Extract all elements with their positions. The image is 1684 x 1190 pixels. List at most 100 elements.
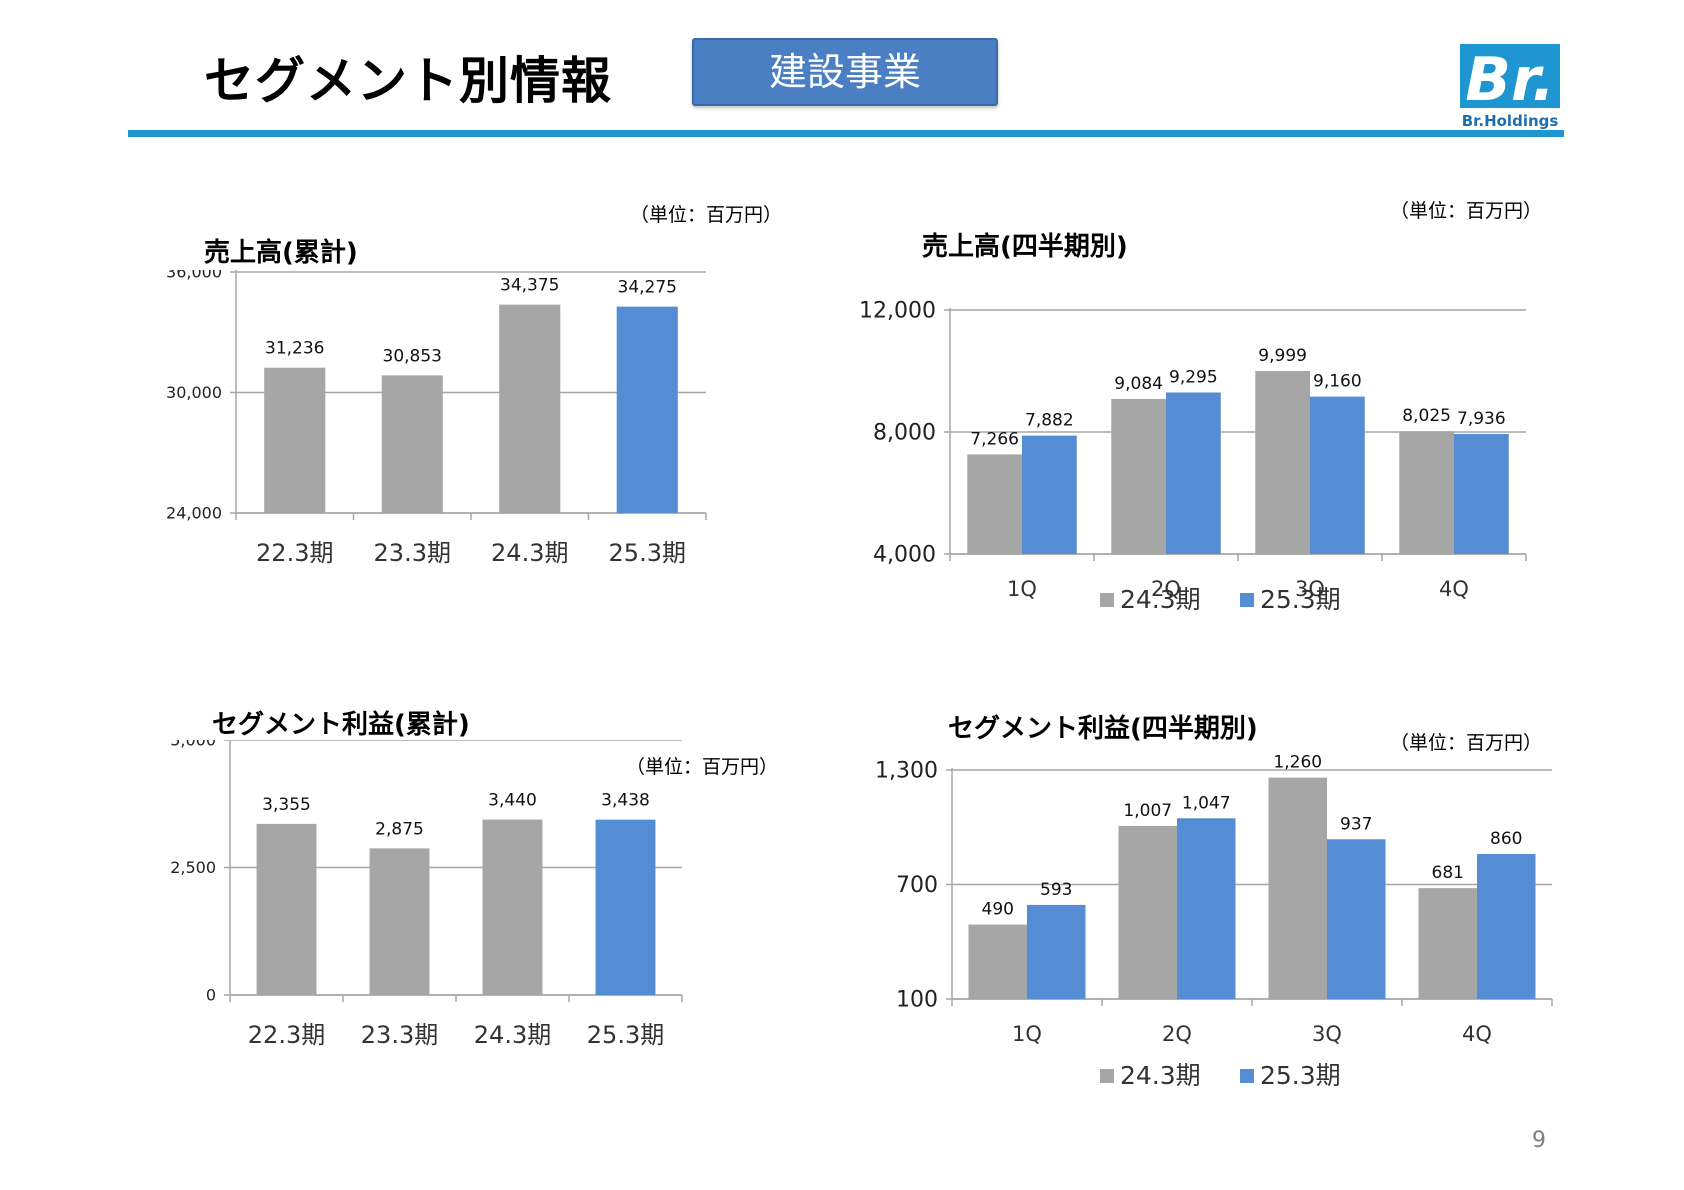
legend-label: 24.3期: [1120, 585, 1201, 614]
bar: [256, 823, 317, 995]
bar: [369, 848, 430, 995]
data-label: 30,853: [383, 346, 442, 366]
x-category-label: 23.3期: [374, 539, 451, 567]
x-category-label: 1Q: [1012, 1022, 1042, 1046]
bar: [1166, 392, 1221, 554]
y-tick-label: 2,500: [170, 858, 216, 877]
data-label: 1,007: [1123, 801, 1172, 821]
chart-title-profit-cumulative: セグメント利益(累計): [212, 710, 470, 740]
bar: [1310, 396, 1365, 554]
bar: [482, 819, 543, 995]
legend-label: 24.3期: [1120, 1061, 1201, 1090]
x-category-label: 22.3期: [256, 539, 333, 567]
y-tick-label: 36,000: [166, 270, 222, 282]
data-label: 7,266: [970, 429, 1019, 449]
bar: [499, 304, 561, 513]
x-category-label: 22.3期: [248, 1021, 325, 1049]
data-label: 681: [1432, 863, 1464, 883]
y-tick-label: 4,000: [873, 543, 936, 568]
x-category-label: 3Q: [1295, 577, 1325, 601]
x-category-label: 4Q: [1439, 577, 1469, 601]
bar: [1327, 839, 1386, 999]
data-label: 593: [1040, 880, 1072, 900]
data-label: 7,882: [1025, 411, 1074, 431]
chart-title-sales-cumulative: 売上高(累計): [204, 238, 358, 268]
data-label: 31,236: [265, 339, 324, 359]
section-badge: 建設事業: [692, 38, 998, 106]
chart-title-profit-quarterly: セグメント利益(四半期別): [948, 714, 1258, 744]
y-tick-label: 24,000: [166, 504, 222, 523]
y-tick-label: 12,000: [859, 299, 936, 324]
x-category-label: 1Q: [1007, 577, 1037, 601]
bar: [1399, 431, 1454, 554]
legend-swatch: [1240, 1069, 1254, 1083]
logo-mark: Br.: [1465, 45, 1555, 115]
bar: [1454, 433, 1509, 554]
bar: [1022, 435, 1077, 554]
data-label: 34,275: [618, 278, 677, 298]
data-label: 9,295: [1169, 368, 1218, 388]
chart-profit-cumulative: 0 2,500 5,000 22.3期 3,355 23.3期 2,875 24.3期 3,44…: [170, 740, 683, 1049]
bar: [1177, 818, 1236, 999]
chart-sales-cumulative: 24,000 30,000 36,000 22.3期 31,236 23.3期 30,853…: [166, 270, 707, 567]
bar: [595, 819, 656, 995]
data-label: 9,160: [1313, 372, 1362, 392]
bar: [1477, 853, 1536, 999]
data-label: 490: [982, 900, 1014, 920]
x-category-label: 3Q: [1312, 1022, 1342, 1046]
data-label: 7,936: [1457, 409, 1506, 429]
unit-label-sales-cumulative: （単位：百万円）: [630, 204, 783, 226]
bar: [1111, 398, 1166, 554]
data-label: 9,999: [1258, 346, 1307, 366]
bar: [381, 375, 443, 513]
x-category-label: 24.3期: [491, 539, 568, 567]
legend-swatch: [1240, 593, 1254, 607]
data-label: 8,025: [1402, 406, 1451, 426]
y-tick-label: 5,000: [170, 740, 216, 750]
x-category-label: 25.3期: [587, 1021, 664, 1049]
bar: [967, 454, 1022, 554]
legend-label: 25.3期: [1260, 1061, 1341, 1090]
br-holdings-logo: Br. Br.Holdings: [1460, 44, 1560, 130]
legend-swatch: [1100, 1069, 1114, 1083]
y-tick-label: 0: [206, 986, 216, 1005]
page-number: 9: [1532, 1128, 1546, 1153]
bar: [1418, 888, 1477, 999]
y-tick-label: 1,300: [875, 759, 938, 784]
x-category-label: 24.3期: [474, 1021, 551, 1049]
data-label: 3,355: [262, 795, 311, 815]
chart-title-sales-quarterly: 売上高(四半期別): [922, 232, 1128, 262]
unit-label-profit-quarterly: （単位：百万円）: [1390, 732, 1543, 754]
unit-label-profit-cumulative: （単位：百万円）: [626, 756, 779, 778]
header-rule: [128, 130, 1564, 137]
y-tick-label: 700: [896, 873, 938, 898]
data-label: 860: [1490, 829, 1522, 849]
chart-profit-quarterly: 100 700 1,300 1Q 490 593 2Q 1,007 1,047 3Q 1,260 93…: [875, 753, 1553, 1090]
data-label: 937: [1340, 814, 1372, 834]
data-label: 1,047: [1182, 793, 1231, 813]
data-label: 34,375: [500, 276, 559, 296]
legend-swatch: [1100, 593, 1114, 607]
bar: [1027, 904, 1086, 999]
page-title: セグメント別情報: [204, 52, 612, 110]
logo-text: Br.Holdings: [1462, 112, 1559, 130]
data-label: 1,260: [1273, 753, 1322, 773]
bar: [1255, 371, 1310, 554]
x-category-label: 2Q: [1151, 577, 1181, 601]
x-category-label: 2Q: [1162, 1022, 1192, 1046]
x-category-label: 25.3期: [609, 539, 686, 567]
legend-label: 25.3期: [1260, 585, 1341, 614]
bar: [1268, 777, 1327, 999]
y-tick-label: 30,000: [166, 383, 222, 402]
bar: [968, 924, 1027, 999]
x-category-label: 23.3期: [361, 1021, 438, 1049]
data-label: 3,440: [488, 791, 537, 811]
unit-label-sales-quarterly: （単位：百万円）: [1390, 200, 1543, 222]
x-category-label: 4Q: [1462, 1022, 1492, 1046]
y-tick-label: 8,000: [873, 421, 936, 446]
data-label: 3,438: [601, 791, 650, 811]
bar: [264, 367, 326, 513]
data-label: 9,084: [1114, 374, 1163, 394]
data-label: 2,875: [375, 819, 424, 839]
bar: [616, 306, 678, 513]
